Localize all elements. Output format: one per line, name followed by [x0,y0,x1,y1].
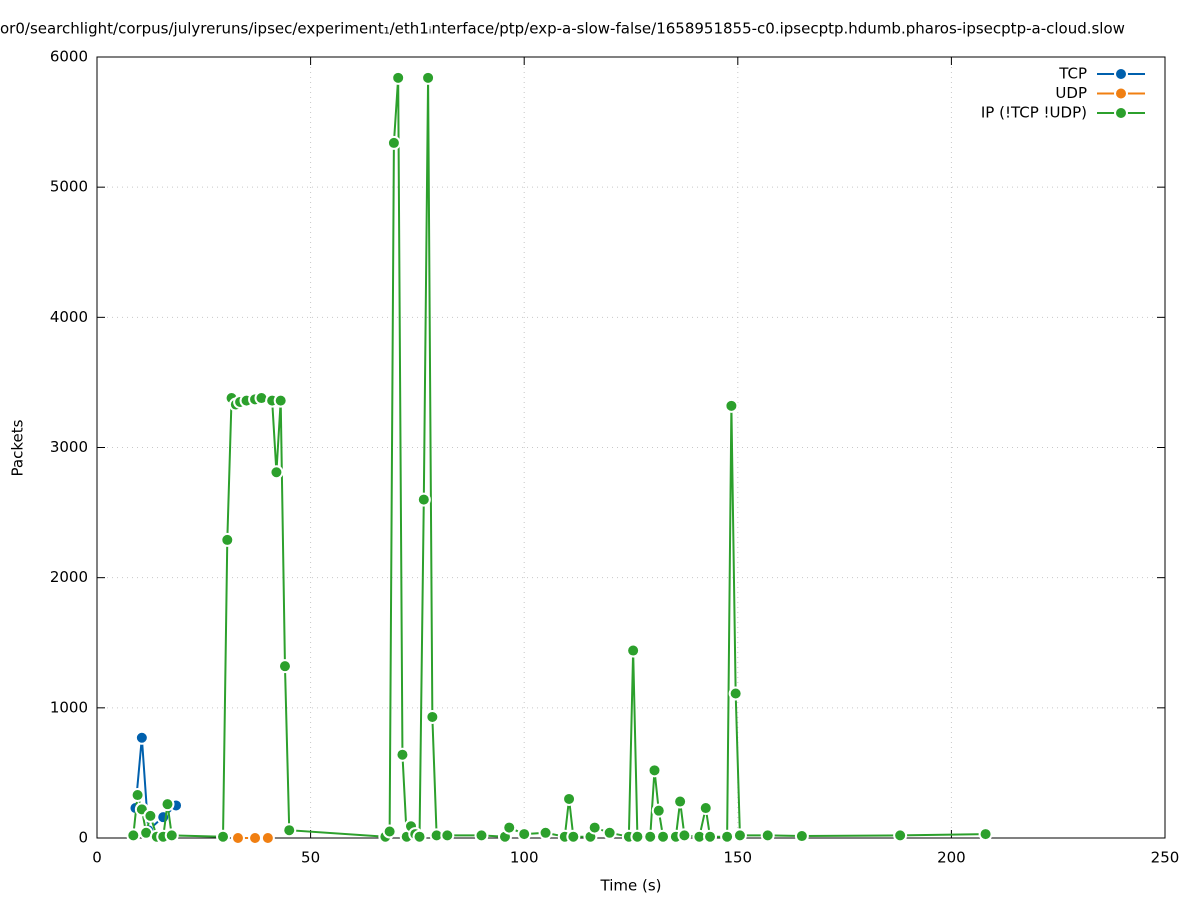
y-tick-label: 4000 [50,308,88,326]
data-point [130,788,145,803]
data-point [602,825,617,840]
y-tick-label: 3000 [50,438,88,456]
data-point [220,532,235,547]
data-point [412,829,427,844]
data-point [893,828,908,843]
data-point [724,398,739,413]
data-point [425,709,440,724]
data-point [391,70,406,85]
y-tick-label: 6000 [50,48,88,66]
data-point [282,823,297,838]
data-point [134,730,149,745]
data-point [630,829,645,844]
legend-label: TCP [1058,65,1087,83]
data-point [164,828,179,843]
data-point [732,828,747,843]
data-point [587,820,602,835]
data-point [277,659,292,674]
y-tick-label: 5000 [50,178,88,196]
data-point [416,492,431,507]
y-axis-label: Packets [9,419,27,476]
x-tick-label: 250 [1151,849,1180,867]
data-point [538,825,553,840]
data-point [698,801,713,816]
data-point [651,803,666,818]
data-point [978,827,993,842]
y-tick-label: 0 [78,829,88,847]
data-point [230,831,245,845]
data-point [703,829,718,844]
data-point [502,820,517,835]
x-tick-label: 100 [510,849,539,867]
legend-marker [1114,106,1128,120]
data-point [156,810,171,825]
data-point [143,808,158,823]
data-point [562,791,577,806]
legend-label: UDP [1055,84,1087,102]
data-point [126,828,141,843]
data-point [677,828,692,843]
data-point [382,824,397,839]
data-point [386,135,401,150]
data-point [273,393,288,408]
y-tick-label: 1000 [50,698,88,716]
y-tick-label: 2000 [50,568,88,586]
data-point [248,831,263,845]
data-point [647,763,662,778]
data-point [728,686,743,701]
data-point [474,828,489,843]
data-point [673,794,688,809]
series-line [132,77,986,839]
data-point [216,829,231,844]
data-point [794,829,809,844]
legend-label: IP (!TCP !UDP) [981,104,1087,122]
data-point [626,643,641,658]
data-point [720,829,735,844]
legend-marker [1114,67,1128,81]
legend-marker [1114,86,1128,101]
data-point [260,831,275,845]
data-point [643,829,658,844]
data-point [269,465,284,480]
x-tick-label: 150 [723,849,752,867]
data-point [421,70,436,85]
data-point [760,828,775,843]
data-point [656,829,671,844]
data-point [566,829,581,844]
data-point [395,747,410,762]
chart-title: or0/searchlight/corpus/julyreruns/ipsec/… [0,20,1125,38]
x-axis-label: Time (s) [600,877,662,895]
x-tick-label: 50 [301,849,320,867]
data-point [440,828,455,843]
data-point [517,827,532,842]
data-point [160,797,175,812]
x-tick-label: 200 [937,849,966,867]
x-tick-label: 0 [92,849,102,867]
